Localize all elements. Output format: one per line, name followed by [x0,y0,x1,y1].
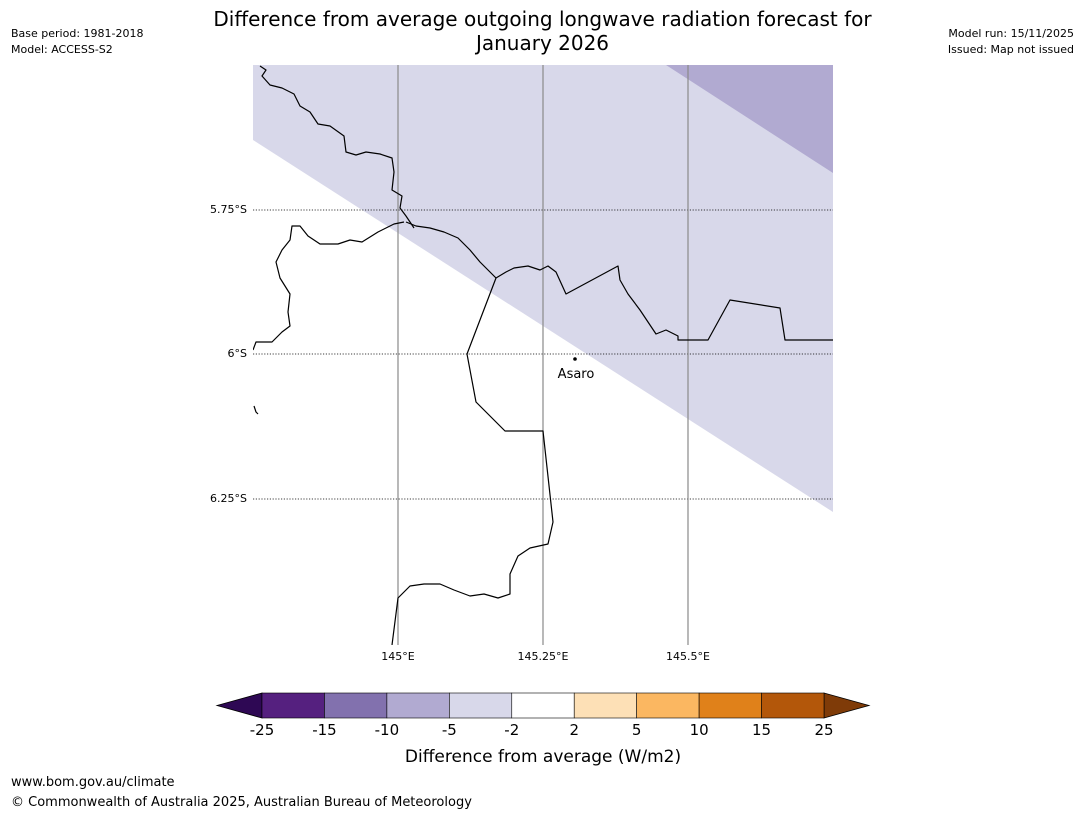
colorbar [215,692,871,719]
lon-label: 145.5°E [666,650,710,663]
colorbar-segment [698,692,762,719]
boundary-north-west [259,65,415,229]
footer-url: www.bom.gov.au/climate [11,775,175,790]
longitude-labels: 145°E 145.25°E 145.5°E [381,650,710,663]
colorbar-tick-label: -10 [375,721,400,739]
issued-status: Issued: Map not issued [947,43,1074,56]
colorbar-title: Difference from average (W/m2) [405,747,681,767]
model-run: Model run: 15/11/2025 [948,27,1074,40]
colorbar-segment [324,692,388,719]
lat-label: 6°S [228,347,247,360]
latitude-labels: 5.75°S 6°S 6.25°S [210,203,247,505]
colorbar-ticks: -25 -15 -10 -5 -2 2 5 10 15 25 [250,721,834,739]
colorbar-tick-label: -5 [442,721,457,739]
boundary-south [391,277,554,645]
boundary-fragment [253,405,259,415]
title-line-2: January 2026 [475,31,610,55]
colorbar-tick-label: 2 [569,721,579,739]
colorbar-segment [573,692,637,719]
colorbar-tick-label: 25 [814,721,833,739]
colorbar-tick-label: -2 [504,721,519,739]
colorbar-segment [449,692,513,719]
lon-label: 145°E [381,650,414,663]
colorbar-segment [261,692,325,719]
colorbar-segment [511,692,575,719]
colorbar-tick-label: 10 [690,721,709,739]
boundary-central-east [405,221,833,341]
meta-left: Base period: 1981-2018 Model: ACCESS-S2 [11,26,143,58]
footer-copyright: © Commonwealth of Australia 2025, Austra… [11,795,472,810]
boundary-west-lobe [253,221,405,351]
shading-mid-band [666,65,833,173]
colorbar-segment [636,692,700,719]
base-period: Base period: 1981-2018 [11,27,144,40]
lon-label: 145.25°E [518,650,569,663]
colorbar-low-extend [215,692,263,719]
colorbar-tick-label: -15 [312,721,337,739]
meta-right: Model run: 15/11/2025 Issued: Map not is… [948,26,1074,58]
lat-label: 6.25°S [210,492,247,505]
colorbar-tick-label: -25 [250,721,275,739]
title-line-1: Difference from average outgoing longwav… [213,7,872,31]
province-boundaries [253,65,833,645]
map-area [253,65,833,645]
asaro-marker [573,357,577,361]
lat-label: 5.75°S [210,203,247,216]
colorbar-high-extend [823,692,871,719]
colorbar-tick-label: 5 [632,721,642,739]
place-label: Asaro [558,367,595,382]
colorbar-segment [761,692,825,719]
map-title: Difference from average outgoing longwav… [160,7,925,55]
longitude-gridlines [397,65,689,645]
model-name: Model: ACCESS-S2 [11,43,113,56]
colorbar-tick-label: 15 [752,721,771,739]
colorbar-segment [386,692,450,719]
